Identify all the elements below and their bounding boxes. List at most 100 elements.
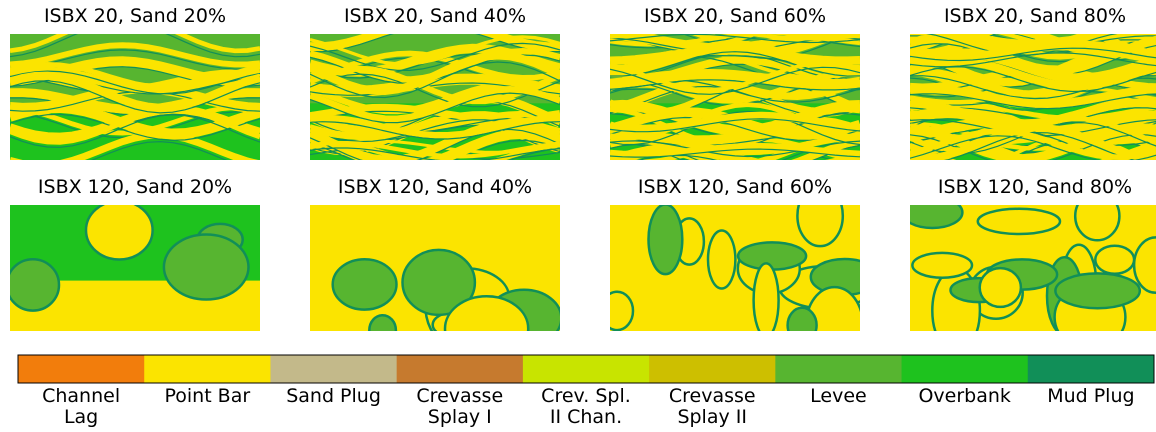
map-channel	[610, 102, 860, 141]
facies-map	[610, 34, 860, 160]
legend-frame	[17, 354, 1155, 384]
map-mud	[610, 51, 860, 77]
legend-label: Sand Plug	[286, 385, 381, 407]
map-bar	[162, 233, 250, 301]
legend-swatch	[144, 355, 271, 383]
map-channel	[10, 71, 260, 112]
panel-title: ISBX 20, Sand 20%	[44, 5, 226, 27]
legend-swatch	[901, 355, 1029, 383]
legend-swatch	[522, 355, 650, 383]
map-mud	[310, 147, 560, 160]
map-channel	[10, 42, 260, 68]
map-bar	[978, 266, 1023, 309]
legend-label: Mud Plug	[1047, 385, 1134, 407]
facies-map	[610, 205, 860, 331]
map-mud	[310, 42, 560, 71]
facies-map	[10, 205, 260, 331]
legend-label: Overbank	[918, 385, 1010, 407]
map-mud	[310, 121, 560, 140]
map-mud	[610, 118, 860, 133]
map-channel	[910, 85, 1156, 110]
map-mud	[310, 73, 560, 108]
legend-swatch	[270, 355, 398, 383]
legend-label: Lag	[64, 406, 98, 428]
map-channel	[10, 106, 260, 145]
map-mud	[310, 34, 560, 53]
map-bar	[1054, 272, 1142, 310]
map-channel	[910, 40, 1156, 60]
map-channel	[10, 62, 260, 90]
legend-label: Splay I	[428, 406, 492, 428]
map-bar	[331, 257, 398, 311]
legend-label: Crevasse	[669, 385, 756, 407]
legend-label: Crevasse	[416, 385, 503, 407]
map-bar	[910, 205, 964, 230]
panel-title: ISBX 120, Sand 80%	[938, 176, 1132, 198]
legend-label: Levee	[810, 385, 867, 407]
map-mud	[10, 114, 260, 148]
map-channel	[610, 111, 860, 133]
map-mud	[310, 139, 560, 160]
map-channel	[910, 128, 1156, 160]
map-channel	[310, 85, 560, 123]
map-mud	[10, 70, 260, 95]
legend-swatch	[649, 355, 776, 383]
map-mud	[10, 34, 260, 58]
map-channel	[610, 142, 860, 158]
map-mud	[610, 148, 860, 158]
map-bar	[976, 207, 1062, 236]
map-mud	[90, 140, 228, 160]
map-mud	[310, 61, 560, 99]
facies-map	[910, 34, 1156, 160]
map-bar	[911, 251, 974, 279]
map-bar	[752, 262, 780, 331]
map-mud	[910, 93, 1156, 110]
legend-swatch	[1027, 355, 1155, 383]
map-mud	[610, 110, 860, 146]
map-channel	[910, 124, 1156, 160]
map-mud	[10, 113, 260, 141]
map-channel	[310, 111, 560, 137]
map-bar	[706, 229, 737, 290]
map-mud	[610, 66, 860, 95]
map-bar	[610, 290, 635, 331]
legend-swatch	[396, 355, 524, 383]
map-bar	[796, 205, 845, 248]
map-channel	[610, 46, 860, 65]
map-mud	[636, 154, 718, 160]
map-bar	[401, 248, 477, 317]
panel-title: ISBX 120, Sand 60%	[638, 176, 832, 198]
map-mud	[910, 52, 1156, 68]
map-bar	[368, 313, 398, 331]
map-channel	[310, 35, 560, 66]
map-channel	[310, 34, 560, 52]
facies-map	[10, 34, 260, 160]
map-channel	[10, 34, 260, 54]
facies-map	[910, 205, 1156, 331]
map-mud	[610, 79, 860, 91]
map-channel	[310, 114, 560, 139]
map-mud	[310, 92, 560, 124]
legend-swatch	[18, 355, 145, 383]
map-mud	[910, 134, 1156, 160]
map-bar	[1073, 205, 1121, 242]
legend-label: Crev. Spl.	[541, 385, 631, 407]
map-bar	[647, 205, 684, 276]
map-bar	[736, 241, 808, 271]
map-mud	[10, 80, 260, 114]
map-bar	[10, 257, 61, 312]
map-channel	[610, 34, 860, 41]
facies-map	[310, 205, 560, 331]
facies-map	[310, 34, 560, 160]
panel-title: ISBX 20, Sand 60%	[644, 5, 826, 27]
panel-title: ISBX 20, Sand 40%	[344, 5, 526, 27]
map-channel	[910, 101, 1156, 121]
map-channel	[310, 51, 560, 96]
map-mud	[910, 135, 1156, 160]
map-bar	[84, 205, 154, 261]
legend-label: Splay II	[677, 406, 747, 428]
map-channel	[610, 61, 860, 93]
panel-title: ISBX 120, Sand 20%	[38, 176, 232, 198]
panel-title: ISBX 120, Sand 40%	[338, 176, 532, 198]
